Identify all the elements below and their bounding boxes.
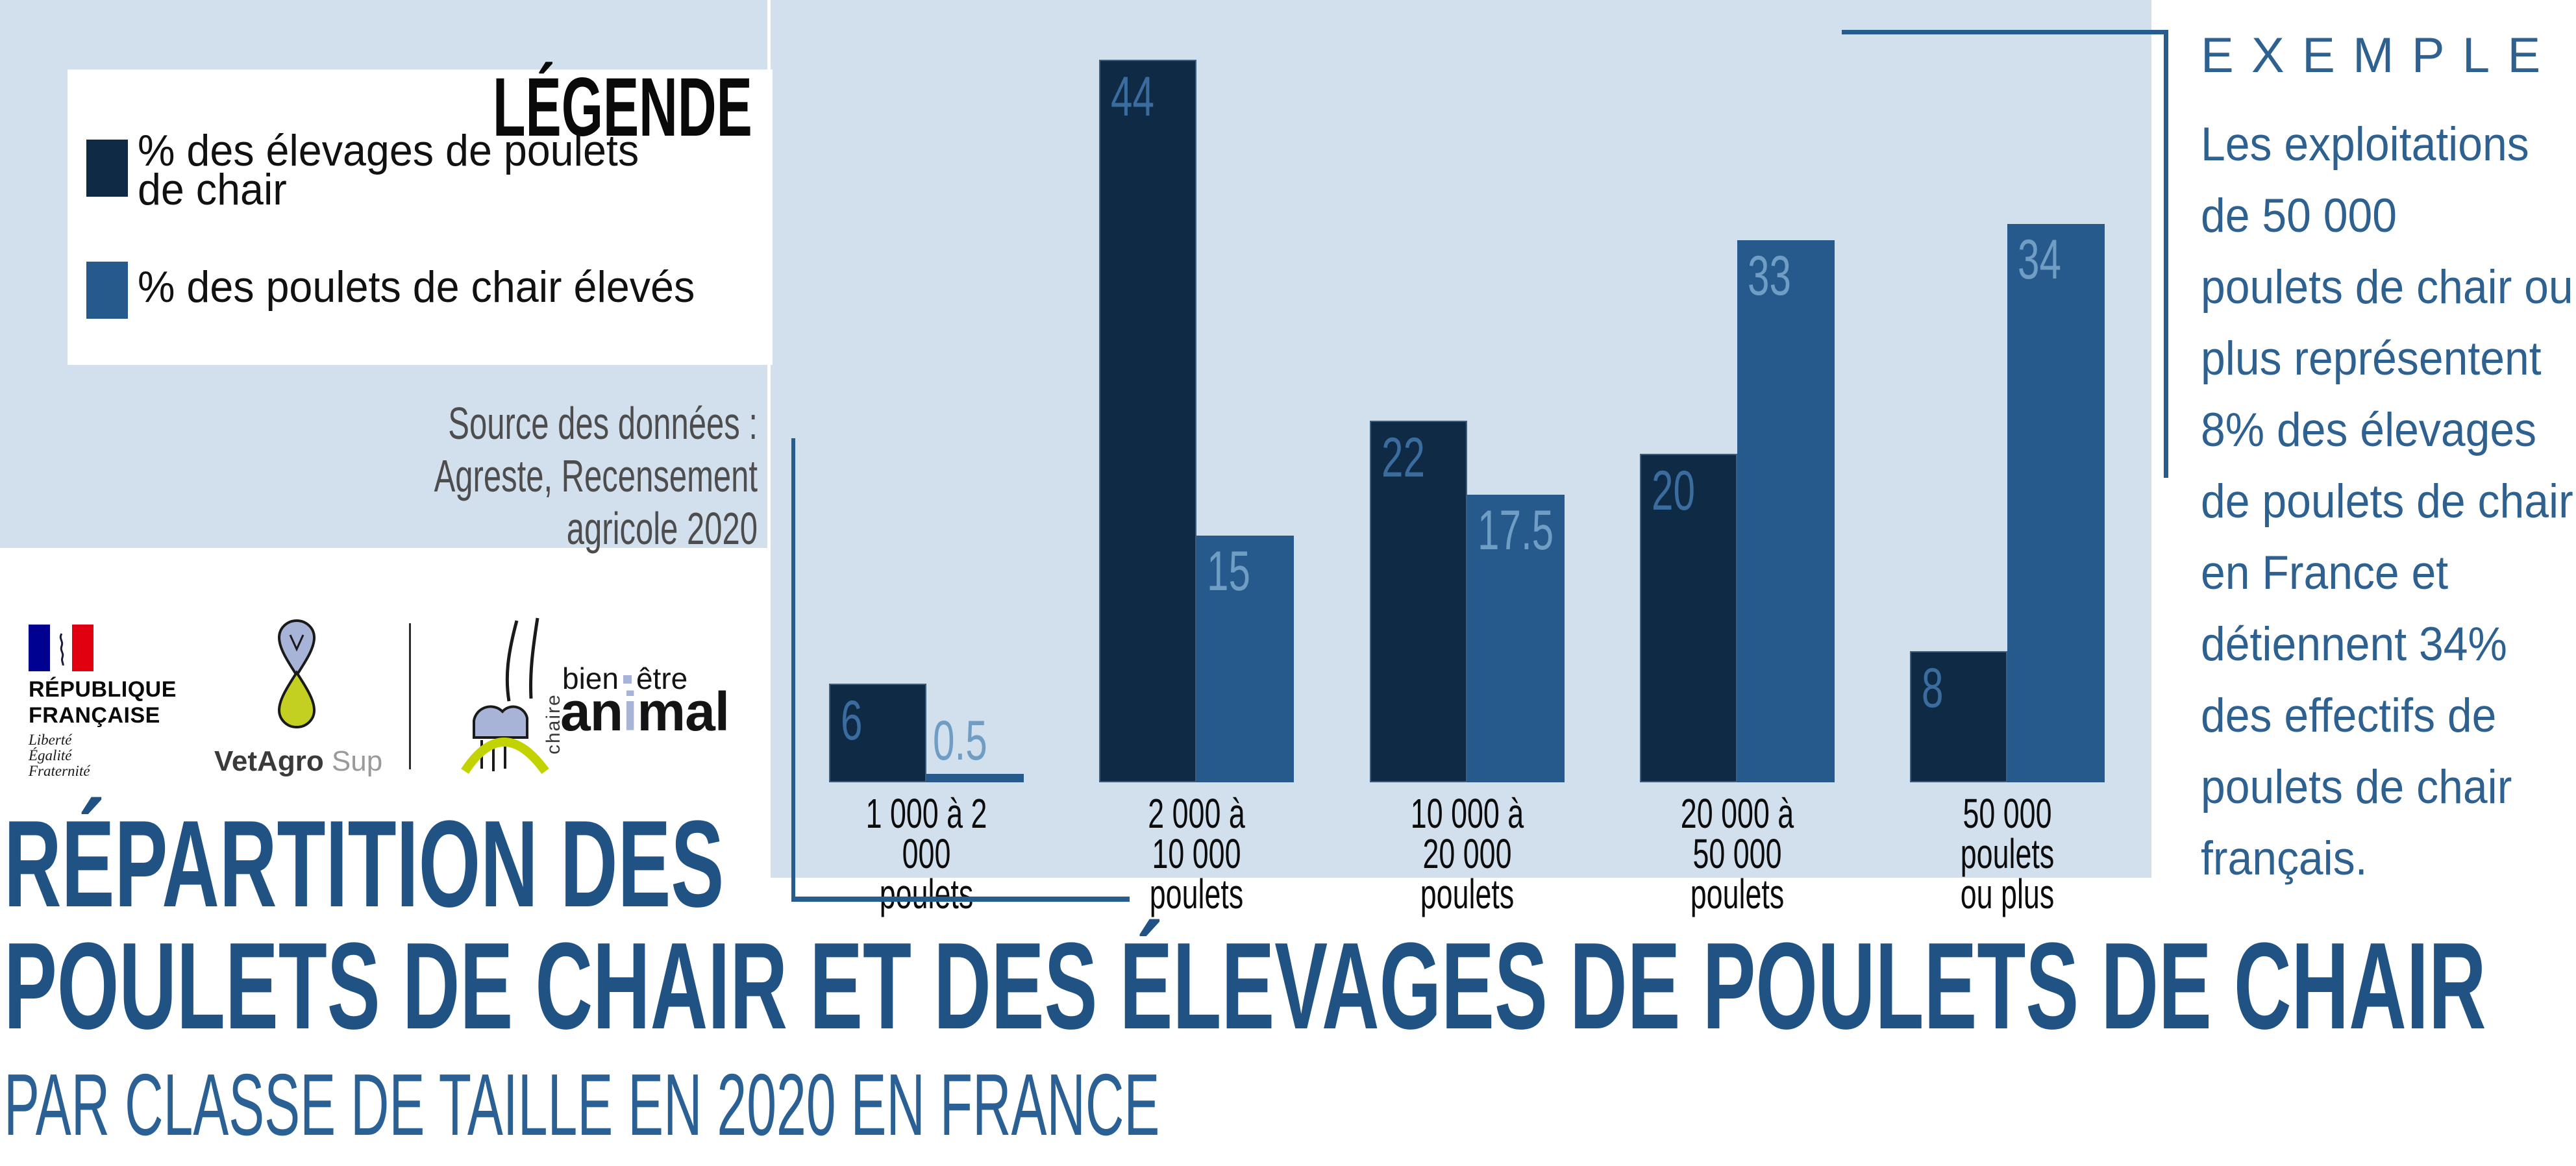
page-title-line2: POULETS DE CHAIR ET DES ÉLEVAGES DE POUL… (4, 917, 2486, 1055)
bar-group: 44 15 (1099, 60, 1294, 782)
bar-poulets: 17.5 (1467, 495, 1565, 782)
bar-value-label: 33 (1747, 245, 1791, 307)
bar-elevages: 22 (1369, 421, 1467, 782)
animal-pre: an (560, 681, 623, 742)
x-axis-label: 50 000 poulets ou plus (1960, 790, 2055, 917)
vetagro-name-light: Sup (323, 745, 383, 777)
legend-swatch-poulets (86, 262, 128, 319)
republique-francaise-label: RÉPUBLIQUE FRANÇAISE (29, 677, 177, 728)
bar-value-label: 6 (841, 689, 863, 752)
chaire-logo-icon (461, 617, 549, 775)
bar-poulets: 33 (1737, 240, 1835, 782)
example-heading: EXEMPLE (2201, 28, 2558, 83)
legend-swatch-elevages (86, 140, 128, 197)
bar-group: 8 34 (1910, 224, 2105, 782)
legend-label-poulets: % des poulets de chair élevés (138, 262, 695, 312)
bar-group: 22 17.5 (1369, 421, 1565, 782)
example-text: Les exploitations de 50 000 poulets de c… (2201, 118, 2573, 885)
bar-elevages: 6 (829, 684, 926, 782)
legend-title: LÉGENDE (493, 61, 752, 154)
callout-line-left-vertical (791, 438, 795, 901)
data-source: Source des données : Agreste, Recensemen… (434, 398, 758, 554)
word-bien: bien (562, 662, 619, 695)
lavender-square-icon (623, 675, 632, 684)
x-axis-label: 1 000 à 2 000 poulets (865, 790, 987, 917)
bar-poulets: 34 (2007, 224, 2105, 782)
animal-post: mal (637, 681, 730, 742)
x-axis-label: 2 000 à 10 000 poulets (1148, 790, 1245, 917)
bar-value-label: 15 (1207, 540, 1251, 602)
x-axis-label: 10 000 à 20 000 poulets (1410, 790, 1524, 917)
legend-label-elevages: % des élevages de poulets de chair (138, 126, 639, 214)
animal-i-lavender: i (623, 681, 638, 742)
flag-blue-stripe (29, 625, 50, 671)
word-etre: être (636, 662, 688, 695)
logo-divider (409, 623, 411, 769)
animal-label: animal (560, 680, 730, 743)
bar-group: 20 33 (1639, 240, 1835, 782)
bar-value-label: 8 (1922, 657, 1944, 719)
bar-value-label: 34 (2018, 229, 2061, 291)
republique-motto: Liberté Égalité Fraternité (29, 732, 90, 779)
vetagro-name-bold: VetAgro (214, 745, 324, 777)
vetagro-sup-label: VetAgro Sup (214, 745, 382, 778)
chart-panel-background: 6 0.5 44 15 22 17.5 (771, 0, 2151, 915)
bien-etre-label: bien être (562, 661, 687, 696)
x-axis-label: 20 000 à 50 000 poulets (1680, 790, 1794, 917)
page-title-line1: RÉPARTITION DES (4, 795, 724, 933)
flag-white-stripe (50, 625, 72, 671)
bar-value-label: 0.5 (933, 710, 987, 772)
bar-group: 6 0.5 (829, 684, 1024, 782)
bar-elevages: 44 (1099, 60, 1197, 782)
bar-elevages: 8 (1910, 651, 2007, 782)
bar-elevages: 20 (1639, 454, 1737, 782)
vetagro-logo-icon (277, 619, 316, 728)
callout-line-left-horizontal (791, 897, 1130, 902)
bar-value-label: 44 (1111, 66, 1155, 128)
bar-poulets: 15 (1196, 536, 1294, 782)
bar-value-label: 20 (1651, 460, 1695, 522)
bar-poulets: 0.5 (926, 713, 1024, 782)
bar-chart: 6 0.5 44 15 22 17.5 (829, 0, 2105, 782)
french-flag-icon (29, 625, 93, 671)
callout-line-right-vertical (2164, 30, 2168, 478)
flag-red-stripe (72, 625, 93, 671)
callout-line-right-horizontal (1842, 30, 2168, 34)
bar-value-label: 17.5 (1477, 499, 1554, 562)
legend (68, 69, 773, 365)
page-subtitle: PAR CLASSE DE TAILLE EN 2020 EN FRANCE (4, 1056, 1160, 1154)
marianne-icon (59, 633, 64, 666)
x-axis-labels: 1 000 à 2 000 poulets 2 000 à 10 000 pou… (829, 790, 2105, 917)
bar-value-label: 22 (1381, 427, 1425, 489)
